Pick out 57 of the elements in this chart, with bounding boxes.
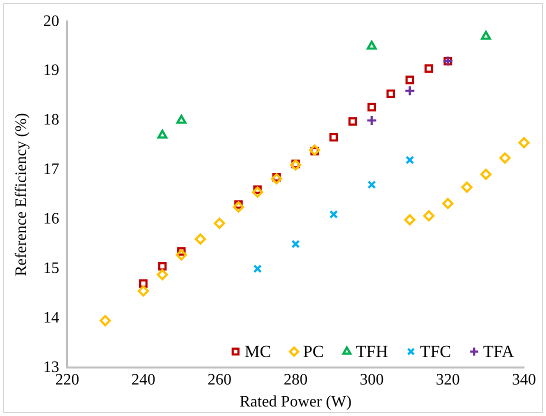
point (270, 173, 282, 184)
point (158, 262, 167, 271)
point (480, 168, 492, 180)
point (366, 114, 378, 126)
point (329, 132, 338, 142)
point (252, 186, 264, 198)
y-tick-label: 18 (43, 112, 60, 129)
point (194, 233, 206, 245)
point (386, 89, 396, 98)
point (138, 285, 149, 297)
point (157, 130, 168, 139)
y-tick-label: 20 (43, 12, 60, 30)
point (406, 156, 414, 164)
point (139, 279, 148, 288)
legend-label: TFH (356, 342, 388, 362)
y-axis-title: Reference Efficiency (%) (12, 113, 30, 276)
x-tick-label: 280 (284, 371, 308, 388)
point (404, 85, 416, 96)
point (366, 40, 377, 50)
legend-label: MC (244, 342, 272, 362)
point (518, 137, 530, 148)
point (253, 264, 262, 274)
point (176, 249, 187, 261)
point (176, 114, 186, 124)
point (100, 315, 111, 326)
point (406, 76, 414, 84)
x-tick-label: 220 (55, 371, 80, 388)
point (329, 210, 338, 219)
point (480, 30, 491, 40)
point (291, 240, 300, 248)
x-tick-label: 320 (436, 371, 460, 388)
legend-label: PC (303, 342, 324, 362)
point (232, 201, 244, 213)
x-tick-label: 300 (360, 371, 384, 388)
point (404, 214, 416, 226)
legend-label: TFC (420, 342, 452, 362)
x-tick-label: 240 (131, 371, 156, 388)
y-tick-label: 14 (43, 309, 60, 326)
x-tick-label: 340 (512, 371, 536, 388)
point (461, 182, 472, 193)
x-axis-title: Rated Power (W) (240, 394, 352, 411)
point (499, 152, 511, 164)
point (423, 210, 434, 222)
point (442, 198, 454, 210)
point (214, 218, 226, 229)
point (367, 102, 376, 112)
point (290, 159, 302, 171)
y-tick-label: 16 (43, 210, 60, 228)
y-tick-label: 15 (43, 260, 60, 277)
x-tick-label: 260 (207, 371, 232, 388)
point (156, 269, 168, 280)
point (348, 117, 357, 126)
y-tick-label: 17 (43, 161, 60, 178)
legend-label: TFA (483, 342, 515, 362)
point (424, 64, 434, 73)
y-tick-label: 19 (43, 62, 60, 80)
point (367, 180, 376, 189)
